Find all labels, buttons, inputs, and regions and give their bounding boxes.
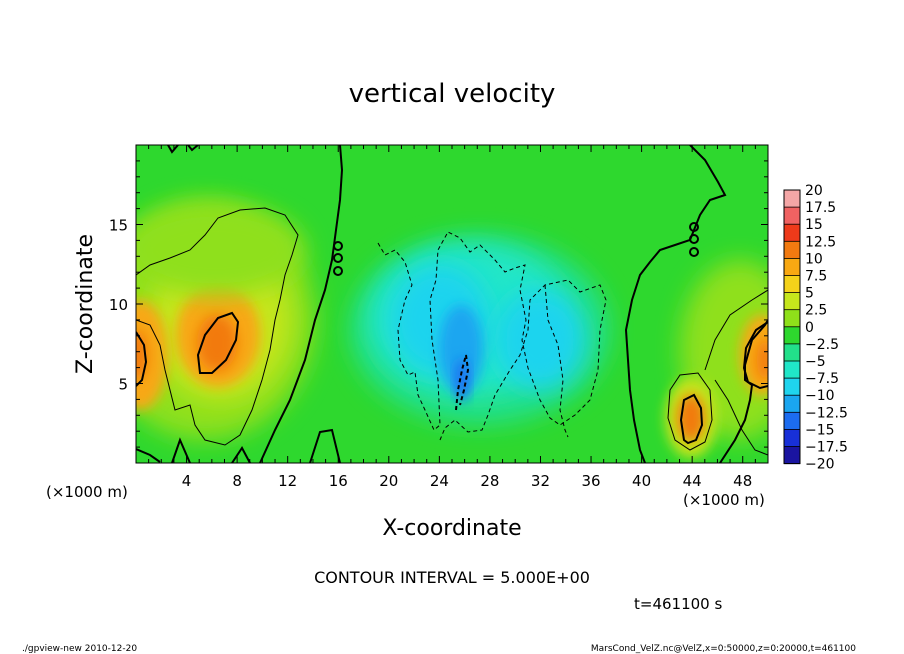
colorbar-segment: [784, 343, 800, 362]
contour-zero-base: [309, 428, 341, 463]
colorbar-label: −10: [805, 388, 835, 404]
colorbar-segment: [784, 258, 800, 276]
contour-10-right-low: [679, 393, 704, 445]
field-blob-left-edge: [136, 300, 168, 410]
field-blob-upper-left: [136, 205, 305, 295]
chart-title: vertical velocity: [349, 79, 556, 109]
x-tick-label: 12: [278, 472, 297, 490]
contour-neg5-b: [544, 284, 569, 438]
x-tick-label: 16: [329, 472, 348, 490]
contour-10-left: [196, 311, 240, 374]
colorbar-label: −12.5: [805, 405, 848, 421]
colorbar-segment: [784, 446, 800, 465]
time-label: t=461100 s: [634, 595, 722, 613]
x-tick-label: 28: [480, 472, 499, 490]
y-axis: 5 10 15: [109, 160, 768, 448]
field-blob-down-strong: [439, 305, 483, 395]
colorbar-label: −2.5: [805, 337, 839, 353]
colorbar-segment: [784, 207, 800, 225]
field-blob-right-edge-core: [757, 340, 768, 380]
contour-lines: [136, 145, 768, 463]
contour-ovals-left: [333, 241, 343, 276]
colorbar-label: 5: [805, 286, 814, 302]
x-tick-label: 48: [733, 472, 752, 490]
x-tick-label: 4: [182, 472, 192, 490]
x-tick-label: 20: [379, 472, 398, 490]
field-blob-down-peak: [456, 358, 468, 402]
colorbar-label: 15: [805, 217, 823, 233]
colorbar-segment: [784, 309, 800, 328]
x-tick-label: 44: [683, 472, 702, 490]
colorbar-label: 17.5: [805, 200, 836, 216]
x-axis-label: X-coordinate: [382, 516, 521, 541]
colorbar-segment: [784, 292, 800, 311]
heatmap-field: [136, 200, 768, 458]
colorbar-label: 20: [805, 183, 823, 199]
x-tick-label: 8: [232, 472, 242, 490]
colorbar-label: 2.5: [805, 303, 827, 319]
contour-zero-left: [136, 145, 344, 463]
colorbar-segment: [784, 326, 800, 345]
y-tick-label: 5: [118, 376, 128, 394]
x-tick-label: 32: [531, 472, 550, 490]
contour-neg5-a: [377, 231, 607, 441]
colorbar-label: 7.5: [805, 269, 827, 285]
colorbar-label: 10: [805, 251, 823, 267]
y-tick-label: 15: [109, 217, 128, 235]
contour-5-left: [136, 207, 299, 446]
contour-neg10: [455, 354, 470, 411]
x-axis: 4 8 12 16 20 24 28 32 36 40 44 48: [148, 145, 756, 490]
colorbar-segment: [784, 224, 800, 242]
colorbar-label: −5: [805, 354, 826, 370]
colorbar-label: 12.5: [805, 234, 836, 250]
field-blob-down-core-b: [495, 290, 585, 390]
colorbar-label: 0: [805, 320, 814, 336]
contour-5-right: [704, 289, 768, 456]
x-tick-label: 40: [632, 472, 651, 490]
footer-left: ./gpview-new 2010-12-20: [22, 644, 137, 654]
contour-10-right-edge: [742, 321, 768, 390]
x-tick-label: 36: [581, 472, 600, 490]
contour-10-left-edge: [136, 331, 148, 387]
y-tick-label: 10: [109, 296, 128, 314]
colorbar-segment: [784, 241, 800, 259]
contour-interval-label: CONTOUR INTERVAL = 5.000E+00: [314, 568, 590, 587]
y-axis-label: Z-coordinate: [73, 234, 98, 374]
contour-5-right-low: [667, 372, 713, 451]
colorbar-segment: [784, 275, 800, 294]
colorbar-segment: [784, 190, 800, 208]
colorbar-label: −20: [805, 457, 835, 473]
colorbar-label: −7.5: [805, 371, 839, 387]
colorbar-label: −15: [805, 422, 835, 438]
colorbar-segment: [784, 412, 800, 430]
footer-right: MarsCond_VelZ.nc@VelZ,x=0:50000,z=0:2000…: [591, 644, 856, 654]
x-tick-label: 24: [430, 472, 449, 490]
colorbar-segment: [784, 361, 800, 379]
x-axis-unit-right: (×1000 m): [683, 491, 765, 509]
colorbar-segment: [784, 395, 800, 413]
colorbar-segment: [784, 429, 800, 447]
colorbar-label: −17.5: [805, 440, 848, 456]
contour-ovals-right: [689, 222, 699, 257]
contour-zero-top: [167, 145, 199, 154]
x-axis-unit-left: (×1000 m): [46, 483, 128, 501]
colorbar-segment: [784, 378, 800, 396]
